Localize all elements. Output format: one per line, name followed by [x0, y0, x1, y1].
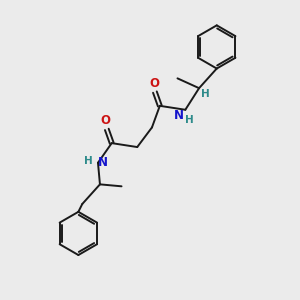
Text: N: N [174, 109, 184, 122]
Text: H: H [201, 89, 210, 99]
Text: H: H [185, 115, 194, 125]
Text: H: H [84, 156, 93, 166]
Text: O: O [149, 77, 159, 90]
Text: N: N [98, 156, 108, 169]
Text: O: O [101, 114, 111, 128]
